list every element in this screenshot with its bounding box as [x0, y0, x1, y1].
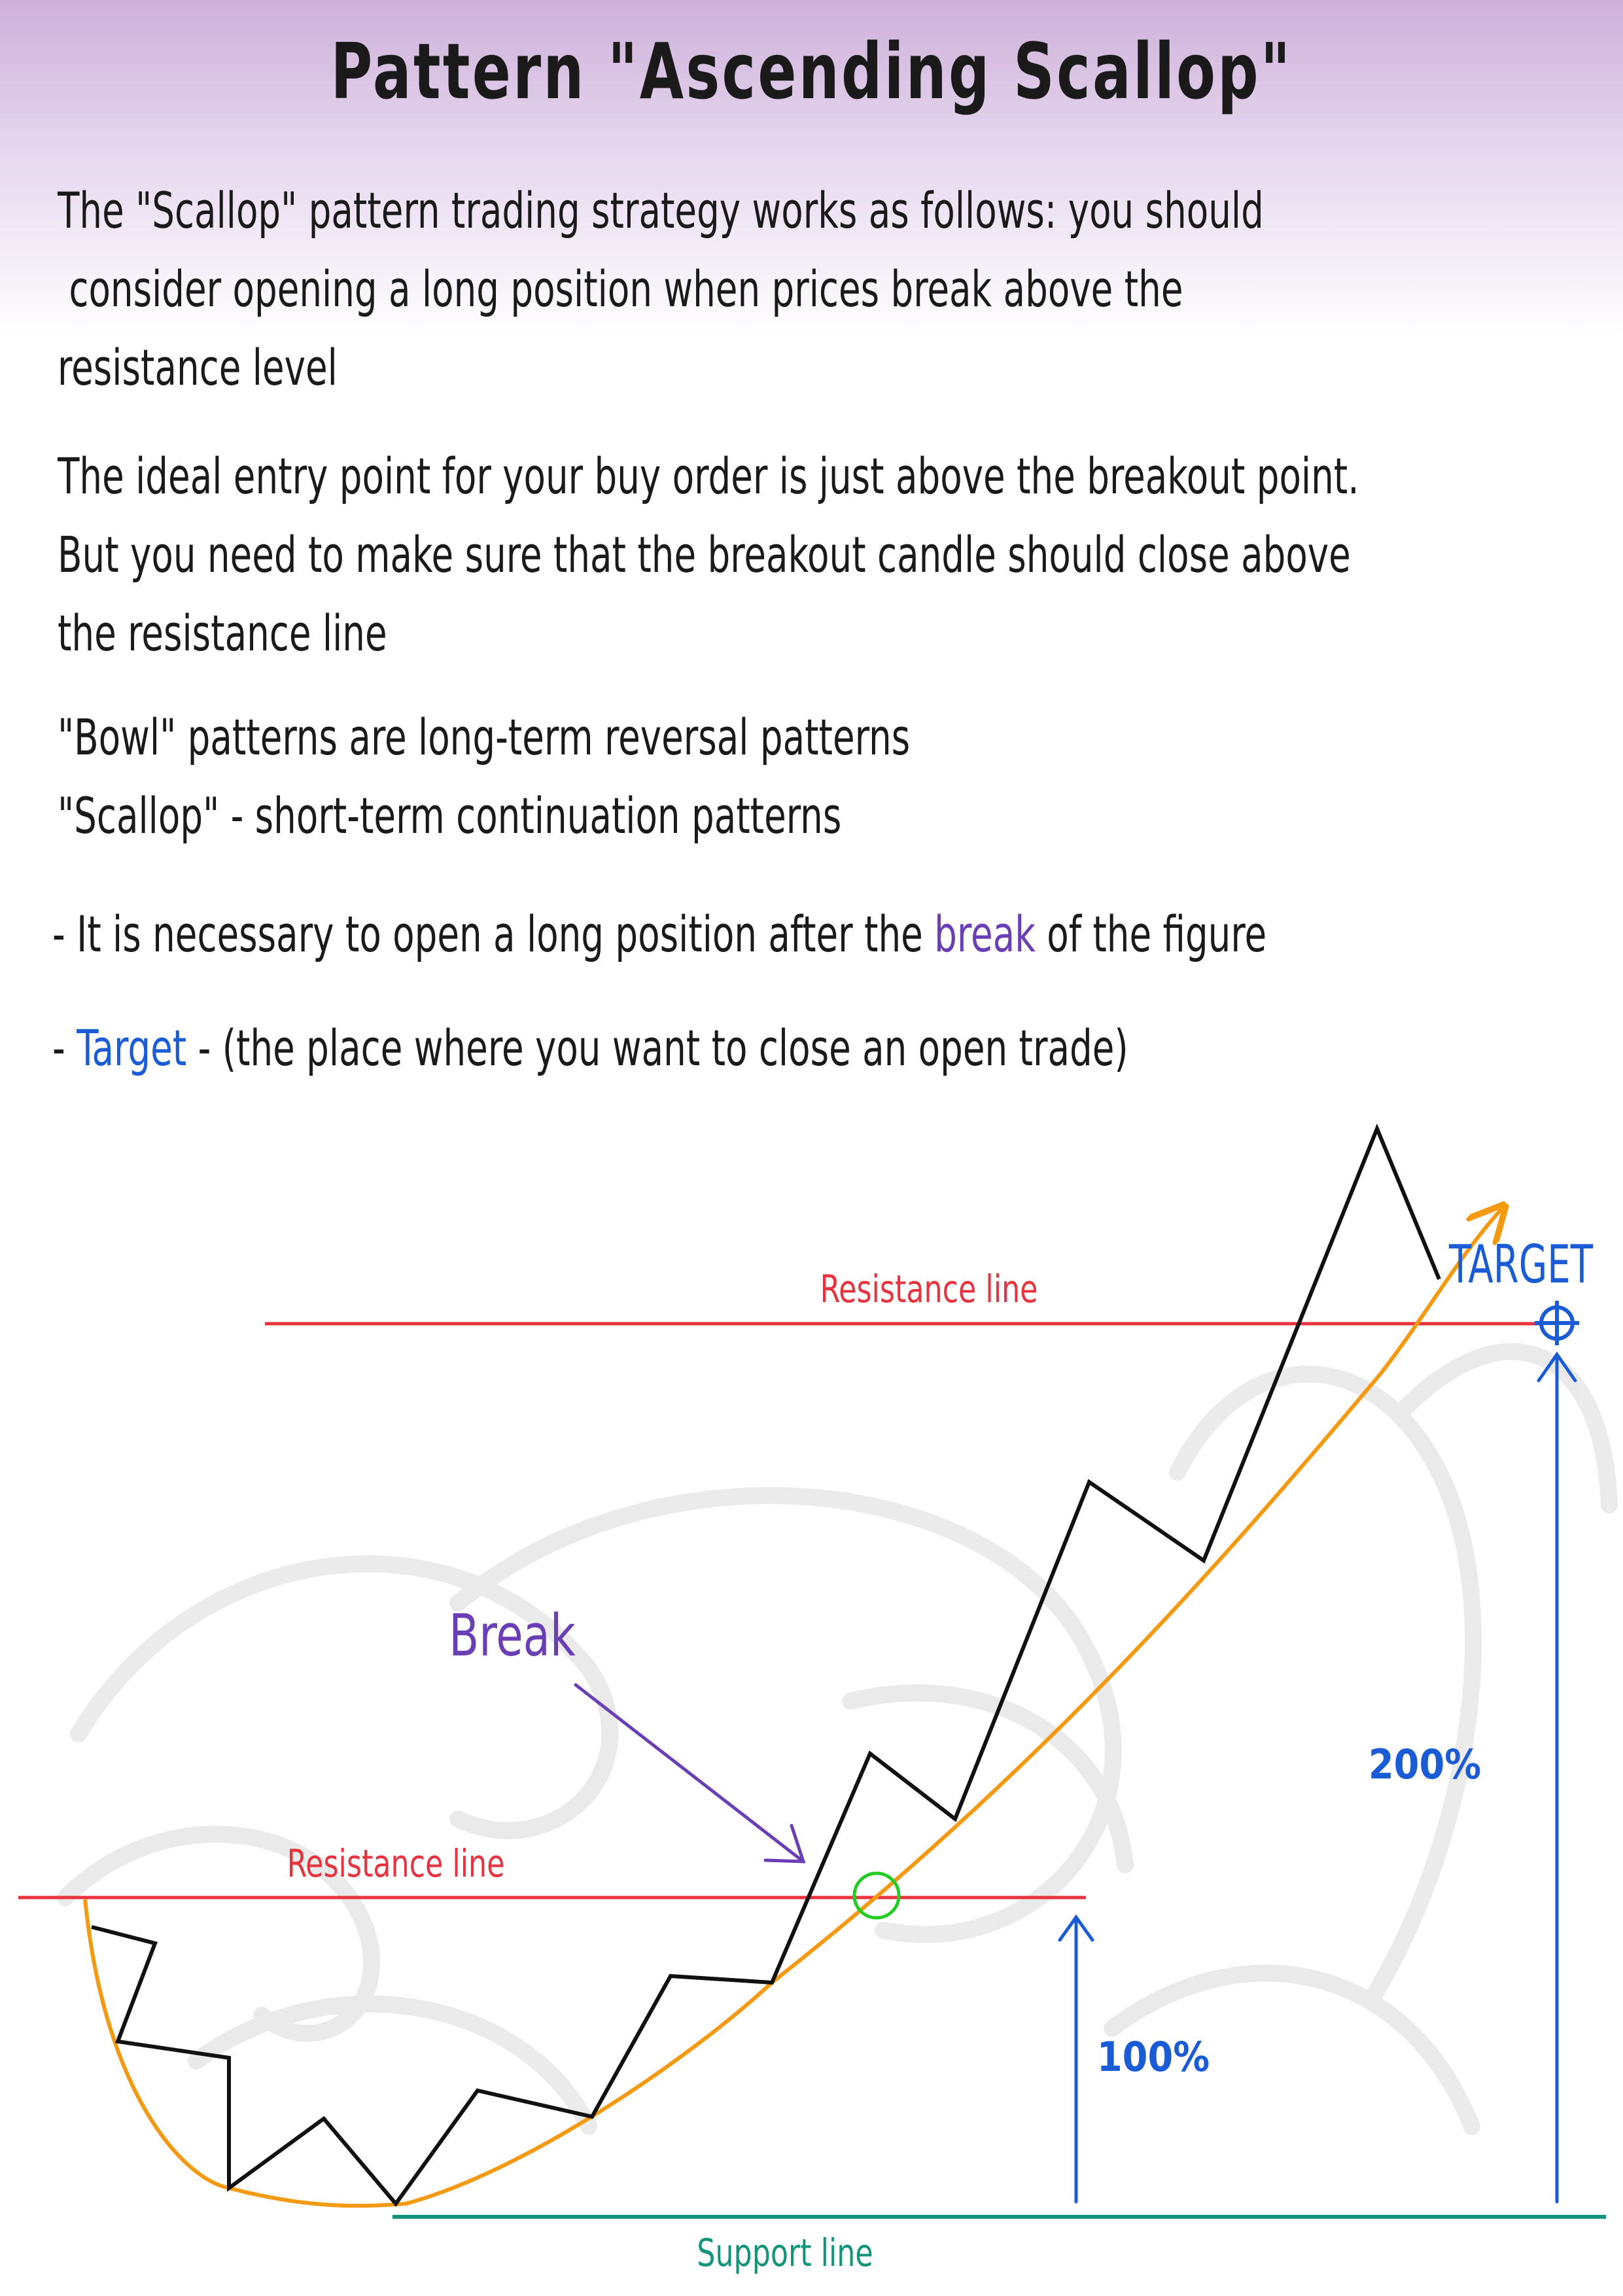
bull-watermark — [57, 1343, 1618, 2135]
entry-line-1: The ideal entry point for your buy order… — [58, 447, 1359, 505]
intro-line-1: The "Scallop" pattern trading strategy w… — [58, 181, 1264, 239]
bullet-target: - Target - (the place where you want to … — [52, 1009, 1128, 1087]
types-line-2: "Scallop" - short-term continuation patt… — [58, 786, 842, 845]
resistance-label-lower: Resistance line — [287, 1841, 505, 1886]
pct-200-label: 200% — [1369, 1740, 1481, 1788]
intro-line-3: resistance level — [58, 338, 338, 397]
break-arrow — [574, 1683, 806, 1863]
bullet-break: - It is necessary to open a long positio… — [52, 895, 1266, 974]
scallop-curve — [83, 1209, 1501, 2208]
breakout-circle — [852, 1871, 901, 1920]
target-word: Target — [77, 1019, 187, 1077]
support-label: Support line — [697, 2231, 873, 2275]
break-word: break — [934, 905, 1036, 963]
header-gradient — [0, 0, 1623, 340]
intro-paragraph: The "Scallop" pattern trading strategy w… — [58, 171, 1264, 407]
types-paragraph: "Bowl" patterns are long-term reversal p… — [58, 698, 910, 855]
entry-line-3: the resistance line — [58, 604, 387, 662]
intro-line-2: consider opening a long position when pr… — [58, 260, 1183, 318]
break-label: Break — [449, 1602, 576, 1669]
bullet-target-before: - — [52, 1019, 77, 1077]
arrow-200 — [1537, 1351, 1577, 2204]
entry-paragraph: The ideal entry point for your buy order… — [58, 437, 1359, 673]
price-path — [91, 1123, 1441, 2207]
target-crosshair-icon — [1535, 1301, 1579, 1345]
bullet-break-after: of the figure — [1035, 905, 1267, 963]
pct-100-label: 100% — [1097, 2033, 1210, 2081]
resistance-label-upper: Resistance line — [820, 1267, 1038, 1311]
arrow-100 — [1058, 1914, 1094, 2204]
page-title: Pattern "Ascending Scallop" — [330, 26, 1293, 116]
entry-line-2: But you need to make sure that the break… — [58, 525, 1351, 584]
target-label: TARGET — [1448, 1233, 1593, 1295]
bullet-break-before: - It is necessary to open a long positio… — [52, 905, 935, 963]
bullet-target-after: - (the place where you want to close an … — [186, 1019, 1128, 1077]
types-line-1: "Bowl" patterns are long-term reversal p… — [58, 708, 911, 766]
